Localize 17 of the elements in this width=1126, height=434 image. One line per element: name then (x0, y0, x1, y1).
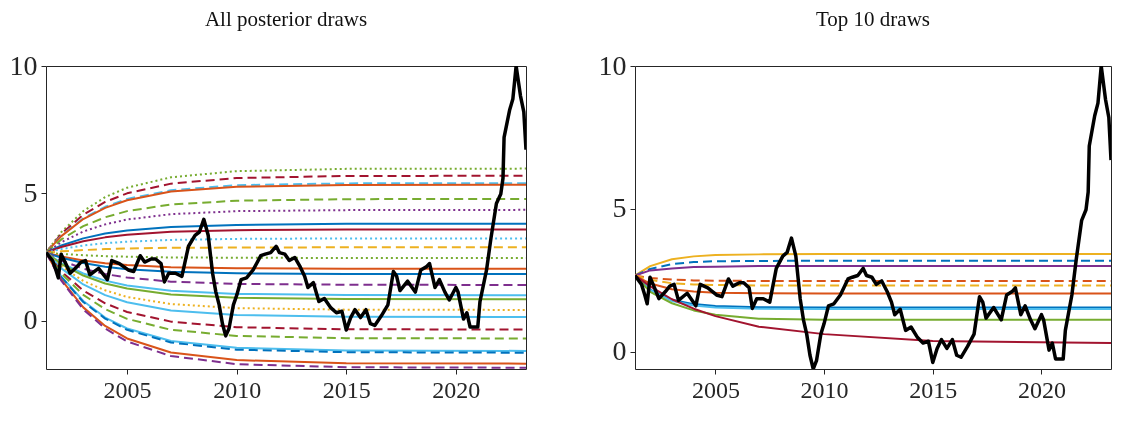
x-tick-label: 2020 (1017, 376, 1066, 403)
y-tick-label: 5 (612, 192, 627, 224)
x-tick-label: 2010 (800, 376, 849, 403)
x-tick-label: 2005 (691, 376, 740, 403)
x-tick-label: 2020 (432, 376, 481, 403)
x-tick-label: 2015 (909, 376, 958, 403)
y-tick-label: 0 (612, 335, 627, 367)
x-tick-label: 2010 (213, 376, 262, 403)
y-tick-label: 10 (9, 49, 38, 81)
line-series (635, 265, 1111, 277)
y-tick-label: 5 (23, 176, 38, 208)
x-tick-label: 2005 (103, 376, 152, 403)
y-tick-label: 0 (23, 304, 38, 336)
chart-title: Top 10 draws (815, 7, 931, 31)
x-tick-label: 2015 (322, 376, 371, 403)
y-tick-label: 10 (598, 49, 627, 81)
chart-title: All posterior draws (204, 7, 368, 31)
